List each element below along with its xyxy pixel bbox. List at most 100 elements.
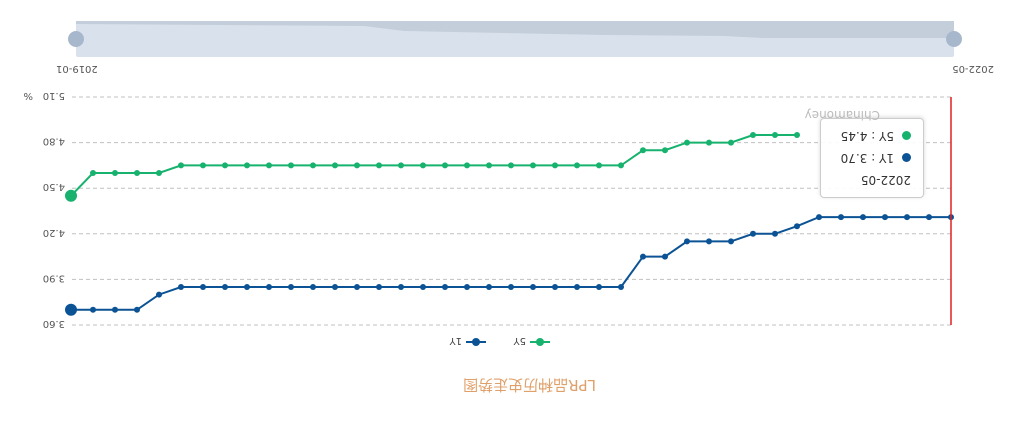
data-point xyxy=(838,214,844,221)
data-point xyxy=(332,162,338,169)
series-1y xyxy=(65,214,954,316)
data-point xyxy=(486,284,492,290)
data-point xyxy=(376,284,382,290)
y-tick-label: 4.80 xyxy=(43,136,65,147)
data-point xyxy=(222,162,228,169)
data-point xyxy=(420,284,426,290)
data-point xyxy=(112,306,118,313)
data-point xyxy=(244,162,250,169)
data-point xyxy=(442,284,448,290)
data-point xyxy=(398,162,404,169)
zoom-end-label: 2022-05 xyxy=(952,63,994,74)
data-point xyxy=(266,284,272,290)
tooltip-date: 2022-05 xyxy=(860,173,911,187)
legend-label: 1Y xyxy=(449,335,462,346)
data-point xyxy=(706,238,712,245)
data-point xyxy=(640,253,646,260)
data-point xyxy=(178,162,184,169)
data-point xyxy=(618,162,624,169)
y-axis-ticks: 3.60 3.90 4.20 4.50 4.80 5.10 xyxy=(43,90,65,329)
data-point xyxy=(310,284,316,290)
watermark: Chinamoney xyxy=(804,108,880,122)
data-point xyxy=(90,306,96,313)
data-point xyxy=(552,162,558,169)
data-point xyxy=(442,162,448,169)
data-point xyxy=(662,147,668,154)
data-point xyxy=(816,214,822,221)
data-point xyxy=(750,230,756,237)
data-point xyxy=(552,284,558,290)
data-point xyxy=(288,284,294,290)
series-1y-line xyxy=(71,216,951,311)
data-point xyxy=(508,284,514,290)
tooltip-row-5y: 5Y : 4.45 xyxy=(841,129,911,143)
data-point xyxy=(706,139,712,146)
data-point xyxy=(376,162,382,169)
data-point xyxy=(860,214,866,221)
data-point xyxy=(772,230,778,237)
data-point xyxy=(904,214,910,221)
zoom-handle-icon xyxy=(68,31,84,47)
data-point xyxy=(684,139,690,146)
data-point xyxy=(354,162,360,169)
data-point xyxy=(750,132,756,138)
grid-lines xyxy=(71,96,951,326)
data-point xyxy=(596,284,602,290)
data-point xyxy=(684,238,690,245)
data-point xyxy=(65,303,77,316)
data-point xyxy=(464,284,470,290)
y-tick-label: 5.10 xyxy=(43,90,65,101)
data-point xyxy=(574,162,580,169)
tooltip-value-1y: 1Y : 3.70 xyxy=(840,151,894,165)
y-tick-label: 4.50 xyxy=(43,181,65,192)
data-point xyxy=(310,162,316,169)
data-point xyxy=(926,214,932,221)
data-point xyxy=(266,162,272,169)
data-point xyxy=(156,170,162,176)
datazoom-slider[interactable]: 2019-01 2022-05 xyxy=(56,21,994,74)
data-point xyxy=(156,291,162,298)
data-point xyxy=(882,214,888,221)
data-point xyxy=(486,162,492,169)
tooltip-value-5y: 5Y : 4.45 xyxy=(840,129,894,143)
legend-marker-icon xyxy=(472,338,480,346)
data-point xyxy=(464,162,470,169)
data-point xyxy=(574,284,580,290)
data-point xyxy=(794,132,800,138)
y-tick-label: 4.20 xyxy=(43,227,65,238)
legend-label: 5Y xyxy=(513,335,526,346)
zoom-handle-icon xyxy=(946,31,962,47)
series-lines[interactable] xyxy=(65,132,954,316)
data-point xyxy=(662,253,668,260)
series-5y xyxy=(65,132,800,202)
legend[interactable]: 1Y 5Y xyxy=(449,335,550,346)
data-point xyxy=(530,162,536,169)
data-point xyxy=(530,284,536,290)
data-point xyxy=(354,284,360,290)
tooltip: 2022-05 1Y : 3.70 5Y : 4.45 xyxy=(820,118,924,198)
data-point xyxy=(508,162,514,169)
series-5y-line xyxy=(70,134,797,197)
y-tick-label: 3.60 xyxy=(43,318,65,329)
series-5y-marker-icon xyxy=(902,131,911,140)
data-point xyxy=(244,284,250,290)
zoom-mini-area xyxy=(76,21,954,38)
y-tick-label: 3.90 xyxy=(43,272,65,283)
data-point xyxy=(222,284,228,290)
series-1y-marker-icon xyxy=(902,153,911,162)
data-point xyxy=(134,170,140,176)
data-point xyxy=(728,238,734,245)
data-point xyxy=(640,147,646,154)
data-point xyxy=(420,162,426,169)
chart-title: LPR品种历史走势图 xyxy=(463,376,596,394)
data-point xyxy=(332,284,338,290)
data-point xyxy=(794,223,800,230)
data-point xyxy=(618,284,624,290)
zoom-start-label: 2019-01 xyxy=(56,63,98,74)
data-point xyxy=(134,306,140,313)
data-point xyxy=(65,189,77,202)
data-point xyxy=(728,139,734,146)
tooltip-row-1y: 1Y : 3.70 xyxy=(841,151,911,165)
data-point xyxy=(772,132,778,138)
